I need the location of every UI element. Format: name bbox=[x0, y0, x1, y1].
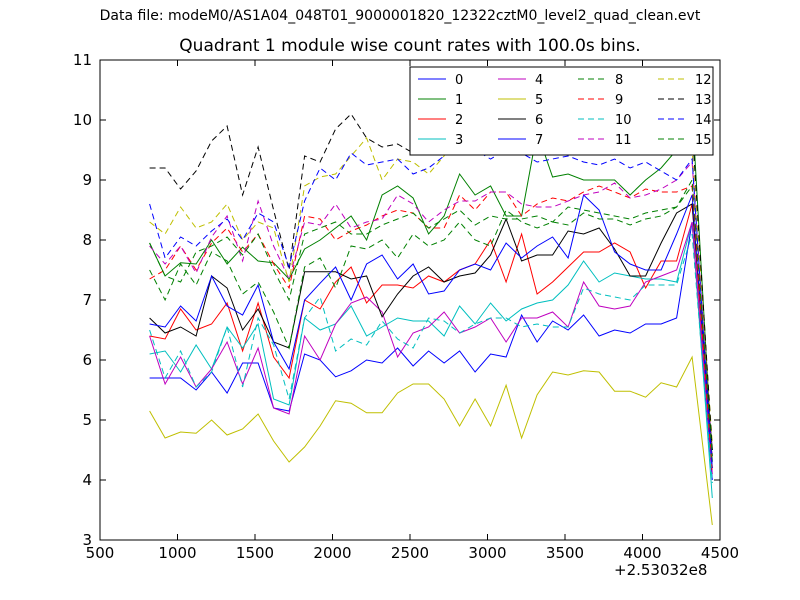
legend-label-15: 15 bbox=[695, 133, 712, 148]
legend-label-14: 14 bbox=[695, 113, 712, 128]
ticks-layer: 500 1000 1500 2000 2500 3000 3500 4000 4500 3 4 5 6 7… bbox=[73, 51, 739, 562]
legend-label-3: 3 bbox=[455, 133, 463, 148]
y-tick-label: 8 bbox=[82, 231, 92, 249]
x-axis-offset-label: +2.53032e8 bbox=[614, 561, 708, 579]
series-line-5 bbox=[149, 355, 713, 526]
x-tick-label: 2500 bbox=[391, 544, 429, 562]
series-layer bbox=[149, 86, 713, 526]
legend-label-7: 7 bbox=[535, 133, 543, 148]
x-tick-label: 3000 bbox=[468, 544, 506, 562]
legend-label-4: 4 bbox=[535, 73, 543, 88]
legend-label-9: 9 bbox=[615, 93, 623, 108]
x-tick-label: 1500 bbox=[236, 544, 274, 562]
legend-label-2: 2 bbox=[455, 113, 463, 128]
y-tick-label: 3 bbox=[82, 531, 92, 549]
y-tick-label: 9 bbox=[82, 171, 92, 189]
legend-label-12: 12 bbox=[695, 73, 712, 88]
series-line-6 bbox=[149, 203, 713, 451]
series-line-15 bbox=[149, 178, 713, 457]
y-tick-label: 6 bbox=[82, 351, 92, 369]
x-tick-label: 2000 bbox=[313, 544, 351, 562]
legend-label-11: 11 bbox=[615, 133, 632, 148]
series-line-2 bbox=[149, 203, 713, 469]
x-tick-label: 3500 bbox=[546, 544, 584, 562]
y-tick-label: 7 bbox=[82, 291, 92, 309]
legend-label-5: 5 bbox=[535, 93, 543, 108]
x-tick-label: 4500 bbox=[701, 544, 739, 562]
series-line-1 bbox=[149, 107, 713, 463]
legend-label-6: 6 bbox=[535, 113, 543, 128]
series-line-0 bbox=[149, 221, 713, 481]
legend-label-1: 1 bbox=[455, 93, 463, 108]
legend-label-10: 10 bbox=[615, 113, 632, 128]
series-line-7 bbox=[149, 194, 713, 469]
series-line-4 bbox=[149, 221, 713, 475]
y-tick-label: 4 bbox=[82, 471, 92, 489]
data-file-caption: Data file: modeM0/AS1A04_048T01_90000018… bbox=[99, 8, 701, 24]
legend-label-13: 13 bbox=[695, 93, 712, 108]
chart-title: Quadrant 1 module wise count rates with … bbox=[179, 36, 641, 56]
x-tick-label: 500 bbox=[86, 544, 115, 562]
y-tick-label: 10 bbox=[73, 111, 92, 129]
x-tick-label: 1000 bbox=[158, 544, 196, 562]
series-line-14 bbox=[149, 143, 713, 469]
series-line-3 bbox=[149, 221, 713, 499]
x-tick-label: 4000 bbox=[623, 544, 661, 562]
legend-label-0: 0 bbox=[455, 73, 463, 88]
series-line-10 bbox=[149, 233, 713, 484]
y-tick-label: 5 bbox=[82, 411, 92, 429]
legend-box bbox=[409, 66, 714, 156]
legend-label-8: 8 bbox=[615, 73, 623, 88]
series-line-11 bbox=[149, 160, 713, 457]
y-tick-label: 11 bbox=[73, 51, 92, 69]
